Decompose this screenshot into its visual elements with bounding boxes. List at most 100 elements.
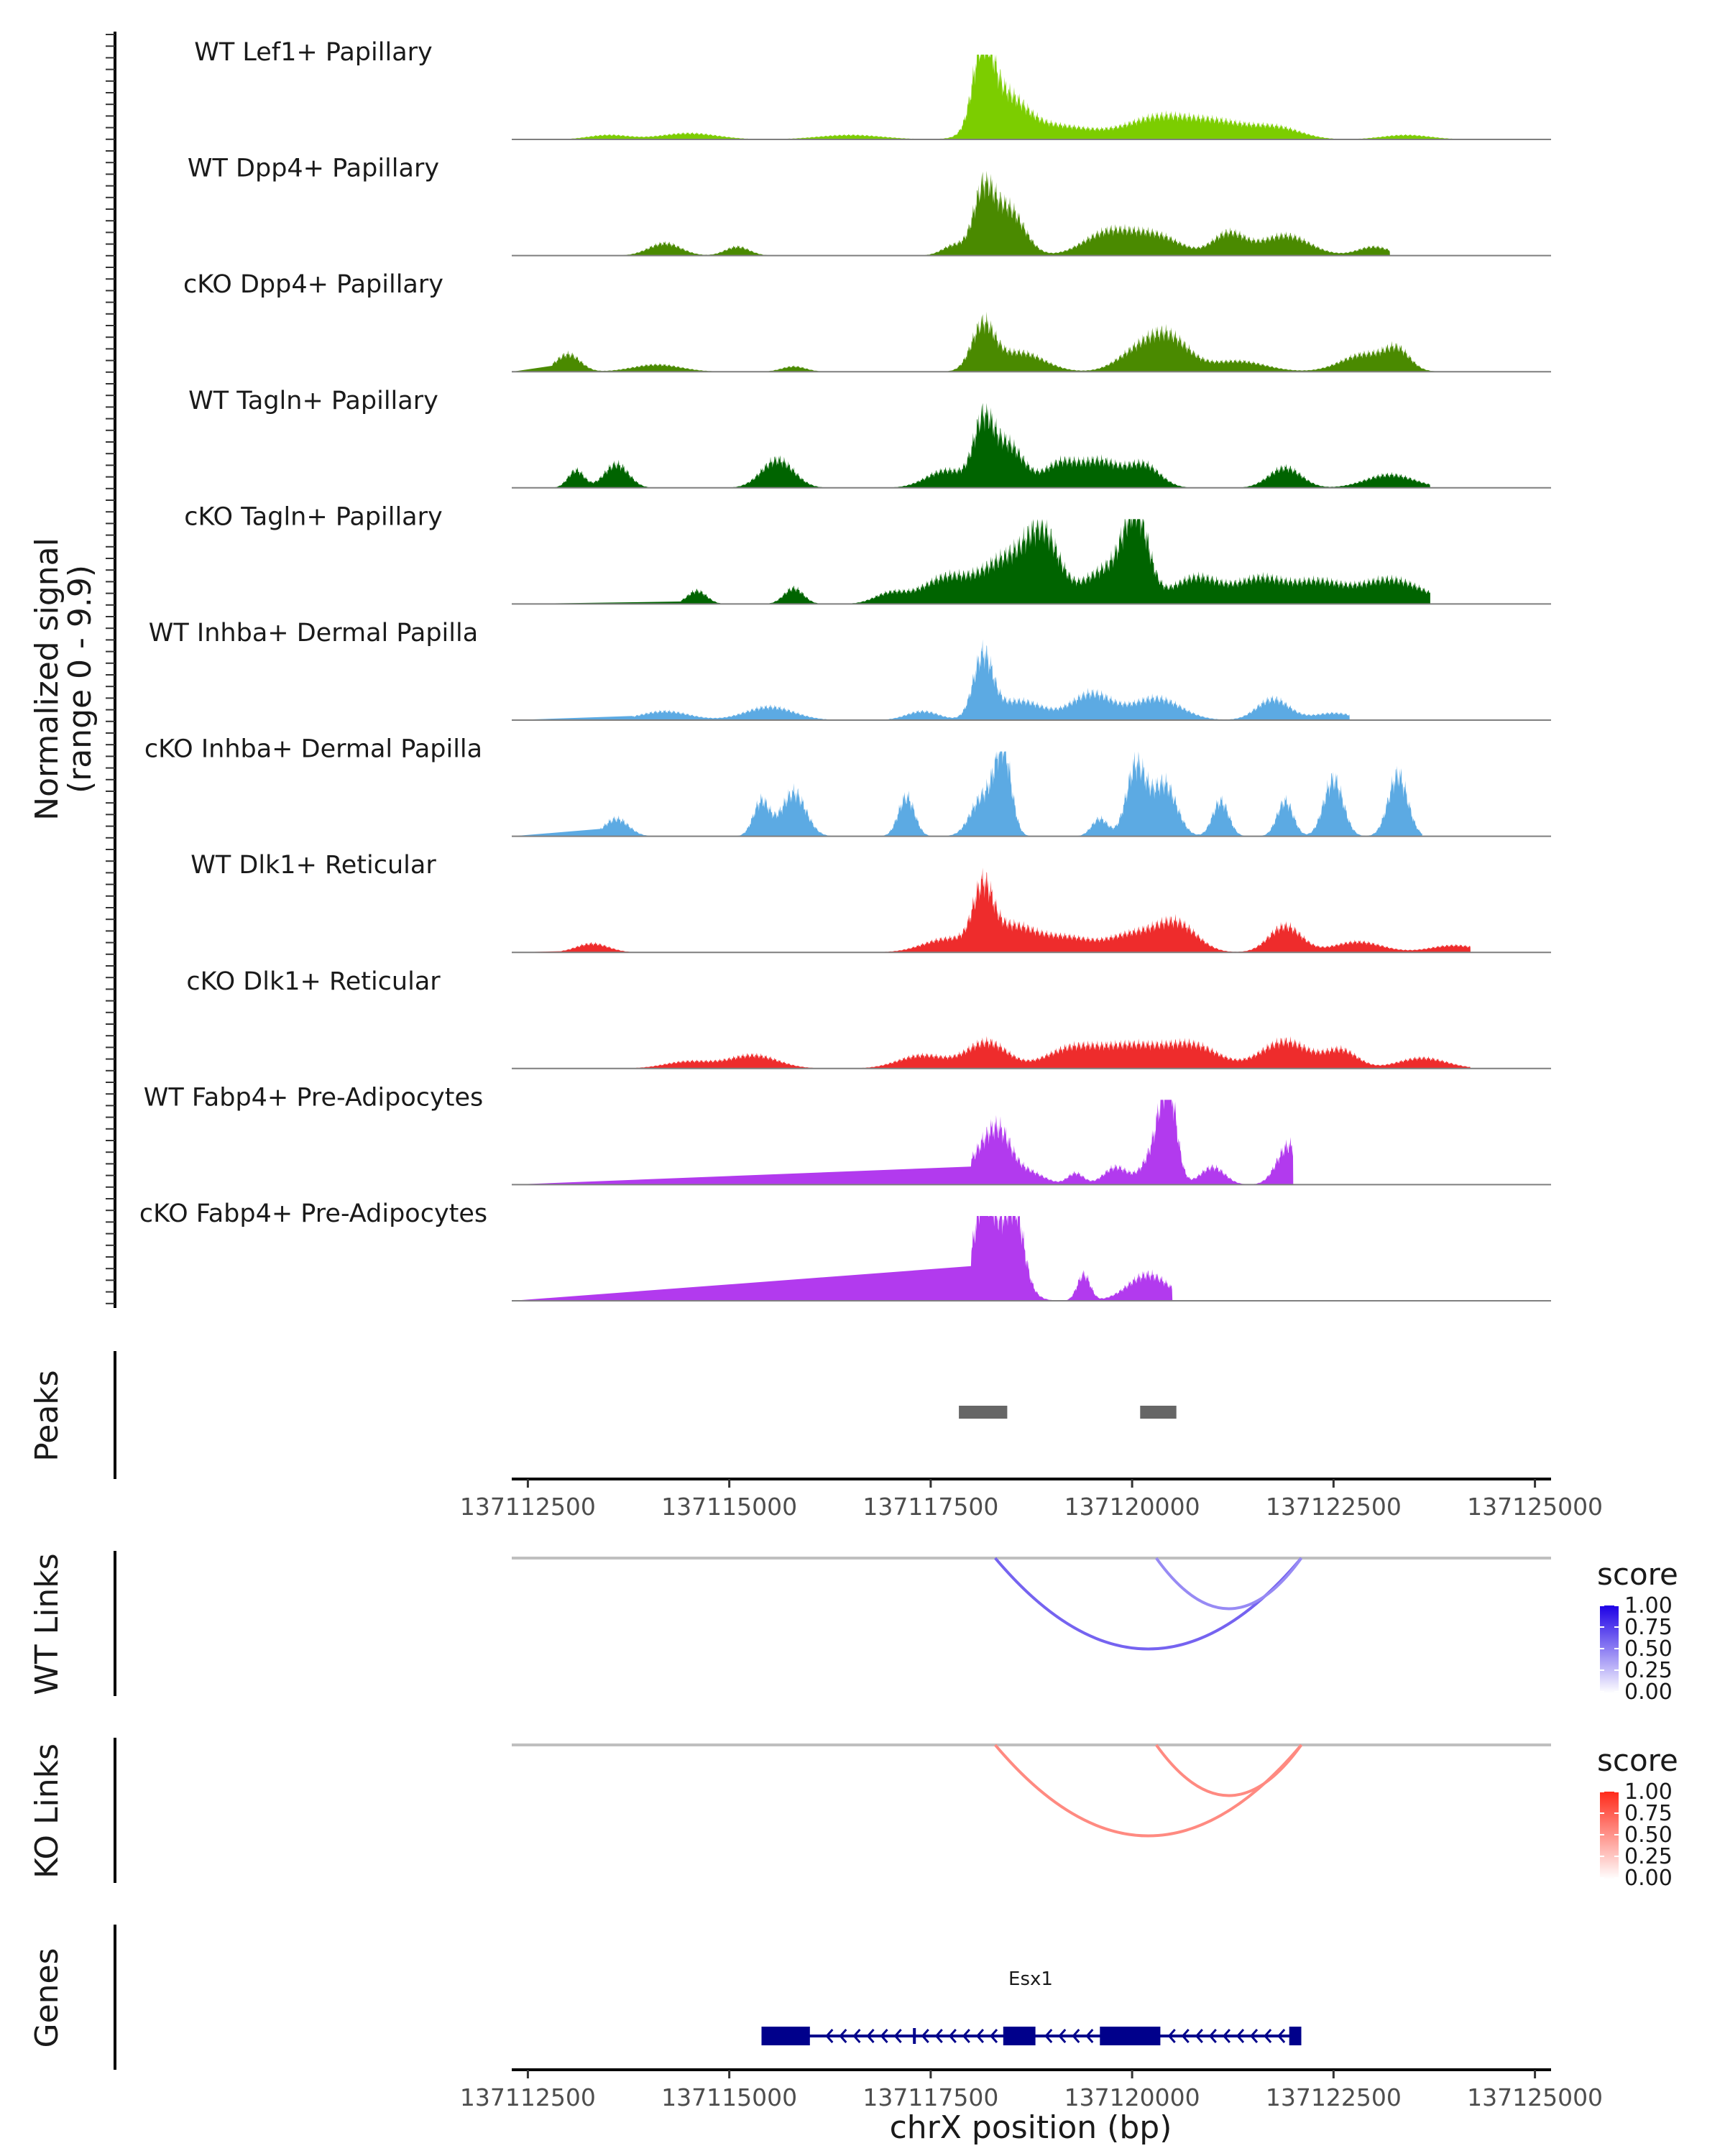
legend-tick-label: 0.75 xyxy=(1624,1615,1673,1640)
x-tick-label: 137112500 xyxy=(460,1493,596,1521)
strand-arrow xyxy=(1195,2029,1203,2043)
coverage-area xyxy=(512,1100,1294,1185)
strand-arrow xyxy=(1264,2029,1272,2043)
x-axis-top: 137112500 137115000 137117500 137120000 1371… xyxy=(460,1478,1603,1521)
coverage-track: cKO Tagln+ Papillary xyxy=(184,502,1551,605)
coverage-area xyxy=(512,55,1455,139)
strand-arrow xyxy=(839,2029,847,2043)
coverage-track: WT Dlk1+ Reticular xyxy=(190,851,1551,954)
strand-arrow xyxy=(975,2029,985,2043)
wt-legend-ticks: 1.000.750.500.250.00 xyxy=(1600,1593,1673,1705)
signal-y-axis-range: (range 0 - 9.9) xyxy=(62,565,98,793)
coverage-area xyxy=(512,170,1390,256)
coverage-track-label: cKO Fabp4+ Pre-Adipocytes xyxy=(139,1199,487,1228)
strand-arrow xyxy=(880,2029,888,2043)
strand-arrow xyxy=(1085,2029,1094,2043)
strand-arrow xyxy=(1044,2029,1053,2043)
coverage-track-label: cKO Dlk1+ Reticular xyxy=(186,967,441,996)
link-arc xyxy=(994,1743,1303,1838)
strand-arrow xyxy=(1236,2029,1245,2043)
wt-legend-title: score xyxy=(1597,1557,1678,1592)
link-arc xyxy=(1155,1743,1303,1797)
genes-track-label: Genes xyxy=(29,1948,65,2047)
x-tick-label: 137120000 xyxy=(1064,2083,1200,2111)
x-tick-label: 137125000 xyxy=(1467,2083,1603,2111)
link-track xyxy=(512,1557,1551,1651)
strand-arrow xyxy=(852,2029,861,2043)
coverage-track-label: WT Dlk1+ Reticular xyxy=(190,851,436,880)
coverage-area xyxy=(512,639,1350,720)
legend-tick-label: 1.00 xyxy=(1624,1779,1673,1805)
x-axis-title: chrX position (bp) xyxy=(890,2109,1172,2146)
coverage-area xyxy=(512,311,1455,372)
coverage-area xyxy=(512,1036,1471,1069)
strand-arrow xyxy=(893,2029,902,2043)
peak-region xyxy=(959,1406,1008,1419)
legend-tick-label: 0.25 xyxy=(1624,1844,1673,1869)
x-tick-label: 137115000 xyxy=(661,1493,797,1521)
gene-exon xyxy=(1100,2027,1161,2045)
x-axis-bottom: 137112500 137115000 137117500 137120000 1371… xyxy=(460,2068,1603,2111)
strand-arrow xyxy=(948,2029,957,2043)
link-track xyxy=(512,1743,1551,1838)
x-tick-label: 137122500 xyxy=(1266,2083,1402,2111)
ko-links-legend: score 1.000.750.500.250.00 xyxy=(1597,1743,1678,1891)
legend-tick-label: 0.00 xyxy=(1624,1866,1673,1891)
x-tick-label: 137122500 xyxy=(1266,1493,1402,1521)
strand-arrow xyxy=(1208,2029,1217,2043)
peaks-track-label: Peaks xyxy=(29,1370,65,1461)
coverage-track-label: cKO Tagln+ Papillary xyxy=(184,502,443,531)
wt-links-legend: score 1.000.750.500.250.00 xyxy=(1597,1557,1678,1705)
coverage-track-label: WT Lef1+ Papillary xyxy=(194,38,433,67)
strand-arrow xyxy=(1058,2029,1067,2043)
x-tick-label: 137117500 xyxy=(862,1493,998,1521)
peak-region xyxy=(1140,1406,1177,1419)
peak-regions xyxy=(959,1406,1177,1419)
coverage-track: WT Inhba+ Dermal Papilla xyxy=(149,619,1551,721)
signal-y-axis-title: Normalized signal xyxy=(29,538,65,821)
coverage-area xyxy=(512,402,1430,488)
coverage-track: cKO Inhba+ Dermal Papilla xyxy=(144,735,1551,837)
coverage-area xyxy=(512,1216,1173,1301)
legend-tick-label: 0.75 xyxy=(1624,1801,1673,1826)
ko-links-track-label: KO Links xyxy=(29,1743,65,1879)
gene-exon xyxy=(761,2027,810,2045)
strand-arrow xyxy=(1249,2029,1259,2043)
strand-arrow xyxy=(962,2029,970,2043)
strand-arrow xyxy=(1181,2029,1190,2043)
strand-arrow xyxy=(921,2029,929,2043)
gene-name-label: Esx1 xyxy=(1008,1968,1053,1990)
strand-arrow xyxy=(1072,2029,1080,2043)
link-tracks xyxy=(512,1557,1551,1838)
signal-y-axis xyxy=(106,32,116,1308)
gene-exon xyxy=(1289,2027,1302,2045)
coverage-track-label: WT Tagln+ Papillary xyxy=(188,387,438,415)
coverage-area xyxy=(512,519,1430,604)
strand-arrow xyxy=(934,2029,943,2043)
coverage-track: cKO Dpp4+ Papillary xyxy=(183,270,1551,373)
link-arc xyxy=(1155,1557,1303,1611)
x-tick-label: 137117500 xyxy=(862,2083,998,2111)
coverage-track-label: WT Inhba+ Dermal Papilla xyxy=(149,619,478,648)
ko-legend-ticks: 1.000.750.500.250.00 xyxy=(1600,1779,1673,1891)
wt-links-track-label: WT Links xyxy=(29,1553,65,1695)
coverage-track: WT Lef1+ Papillary xyxy=(194,38,1551,140)
legend-tick-label: 0.50 xyxy=(1624,1823,1673,1848)
legend-tick-label: 0.00 xyxy=(1624,1680,1673,1705)
gene-exon xyxy=(913,2028,916,2044)
gene-exon xyxy=(1003,2027,1036,2045)
x-tick-label: 137115000 xyxy=(661,2083,797,2111)
coverage-area xyxy=(512,867,1471,953)
coverage-track: cKO Fabp4+ Pre-Adipocytes xyxy=(139,1199,1551,1302)
legend-tick-label: 0.50 xyxy=(1624,1636,1673,1662)
strand-arrow xyxy=(1222,2029,1231,2043)
coverage-track: cKO Dlk1+ Reticular xyxy=(186,967,1551,1069)
strand-arrow xyxy=(1167,2029,1176,2043)
coverage-track-label: cKO Dpp4+ Papillary xyxy=(183,270,443,299)
coverage-track-label: WT Dpp4+ Papillary xyxy=(188,155,439,183)
coverage-track-label: WT Fabp4+ Pre-Adipocytes xyxy=(144,1083,483,1112)
x-tick-label: 137112500 xyxy=(460,2083,596,2111)
strand-arrow xyxy=(1277,2029,1286,2043)
x-tick-label: 137125000 xyxy=(1467,1493,1603,1521)
